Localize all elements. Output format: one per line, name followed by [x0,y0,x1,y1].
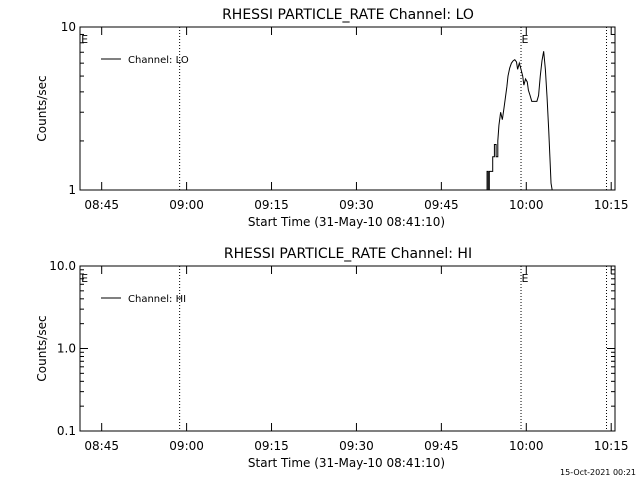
legend-entry: Channel: LO [128,55,189,66]
y-tick-label: 10.0 [49,259,76,273]
x-tick-label: 09:30 [339,439,374,453]
x-tick-label: 10:15 [594,198,629,212]
y-axis-label: Counts/sec [35,315,49,381]
event-flag-label: E [522,33,529,46]
y-axis-label: Counts/sec [35,75,49,141]
x-tick-label: 10:00 [509,439,544,453]
x-axis-label: Start Time (31-May-10 08:41:10) [248,456,445,470]
y-tick-label: 1 [68,183,76,197]
x-tick-label: 10:15 [594,439,629,453]
event-flag-label: E [81,272,88,285]
x-tick-label: 08:45 [84,439,119,453]
chart-title: RHESSI PARTICLE_RATE Channel: HI [224,246,472,262]
footer-timestamp: 15-Oct-2021 00:21 [560,468,636,477]
chart-title: RHESSI PARTICLE_RATE Channel: LO [222,7,474,23]
x-tick-label: 09:30 [339,198,374,212]
x-tick-label: 09:45 [424,439,459,453]
y-tick-label: 0.1 [57,424,76,438]
x-axis-label: Start Time (31-May-10 08:41:10) [248,215,445,229]
series-line-1 [486,51,559,191]
plot-frame [79,265,616,432]
x-tick-label: 09:00 [169,439,204,453]
y-tick-label: 1.0 [57,342,76,356]
x-tick-label: 09:45 [424,198,459,212]
chart-panel-1: RHESSI PARTICLE_RATE Channel: LO Counts/s… [35,7,629,229]
event-flag-label: E [522,272,529,285]
x-tick-label: 09:15 [254,439,289,453]
plot-frame [79,26,616,191]
x-tick-label: 10:00 [509,198,544,212]
y-tick-label: 10 [61,20,76,34]
x-tick-label: 08:45 [84,198,119,212]
x-tick-label: 09:00 [169,198,204,212]
x-tick-label: 09:15 [254,198,289,212]
chart-panel-2: RHESSI PARTICLE_RATE Channel: HI Counts/s… [35,246,629,470]
legend-entry: Channel: HI [128,294,186,305]
event-flag-label: E [81,33,88,46]
